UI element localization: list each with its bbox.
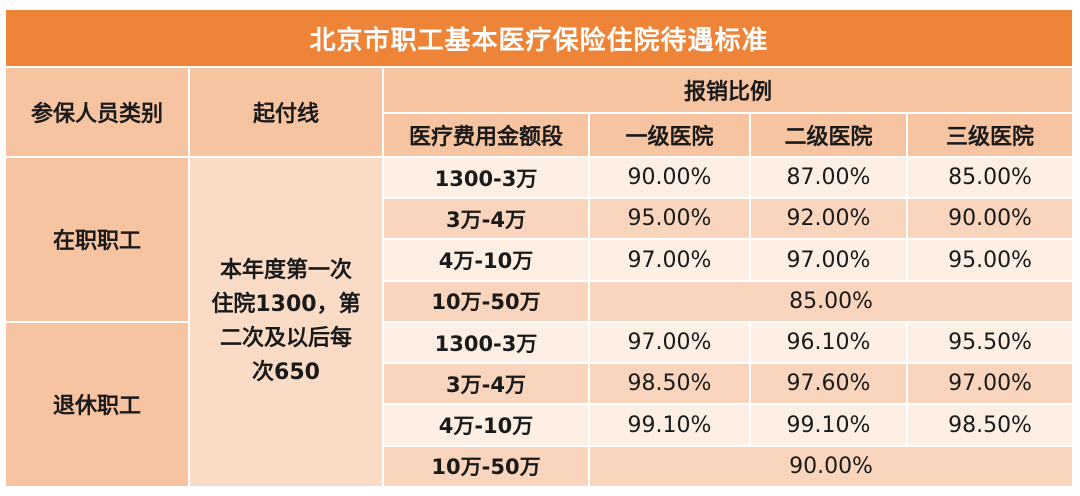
band-cell: 3万-4万 [382,362,590,406]
rate-level1: 90.00% [588,155,751,200]
header-level2: 二级医院 [749,111,908,158]
header-category: 参保人员类别 [4,66,190,158]
threshold-cell: 本年度第一次 住院1300，第 二次及以后每 次650 [188,155,384,489]
threshold-line: 住院1300，第 [211,291,361,317]
rate-level3: 97.00% [905,362,1075,406]
rate-level2: 92.00% [749,197,908,241]
header-level3: 三级医院 [905,111,1075,158]
rate-level3: 90.00% [905,197,1075,241]
header-band: 医疗费用金额段 [382,111,590,158]
rate-level1: 95.00% [588,197,751,241]
rate-level1: 97.00% [588,320,751,365]
header-reimbursement: 报销比例 [381,66,1075,114]
header-level1: 一级医院 [588,111,751,158]
rate-merged: 90.00% [587,444,1075,489]
rate-level1: 98.50% [588,362,751,406]
table-title: 北京市职工基本医疗保险住院待遇标准 [3,7,1075,69]
band-cell: 1300-3万 [382,155,590,200]
rate-merged: 85.00% [587,279,1075,323]
rate-level3: 95.00% [905,238,1075,282]
table-row: 退休职工 1300-3万 97.00% 96.10% 95.50% [4,320,1075,489]
threshold-line: 次650 [252,359,320,385]
rate-level3: 95.50% [905,320,1075,365]
header-threshold: 起付线 [188,66,384,158]
benefits-table: 北京市职工基本医疗保险住院待遇标准 参保人员类别 起付线 报销比例 医疗费用金额… [3,7,1075,489]
rate-level2: 96.10% [749,320,908,365]
band-cell: 4万-10万 [382,403,590,447]
rate-level2: 97.60% [749,362,908,406]
rate-level3: 98.50% [905,403,1075,447]
category-label: 退休职工 [4,320,190,489]
band-cell: 10万-50万 [382,444,590,489]
table-row: 3万-4万 95.00% 92.00% 90.00% [5,197,1075,241]
category-label: 在职职工 [4,155,190,323]
rate-level2: 97.00% [749,238,908,282]
rate-level2: 87.00% [749,155,908,200]
threshold-line: 二次及以后每 [219,325,352,351]
band-cell: 3万-4万 [382,197,590,241]
rate-level3: 85.00% [905,155,1075,200]
rate-level1: 97.00% [588,238,751,282]
table-row: 在职职工 本年度第一次 住院1300，第 二次及以后每 次650 1300-3万… [4,155,1075,489]
band-cell: 4万-10万 [382,238,590,282]
rate-level1: 99.10% [588,403,751,447]
band-cell: 1300-3万 [382,320,590,365]
threshold-line: 本年度第一次 [219,257,352,283]
rate-level2: 99.10% [749,403,908,447]
band-cell: 10万-50万 [382,279,590,323]
